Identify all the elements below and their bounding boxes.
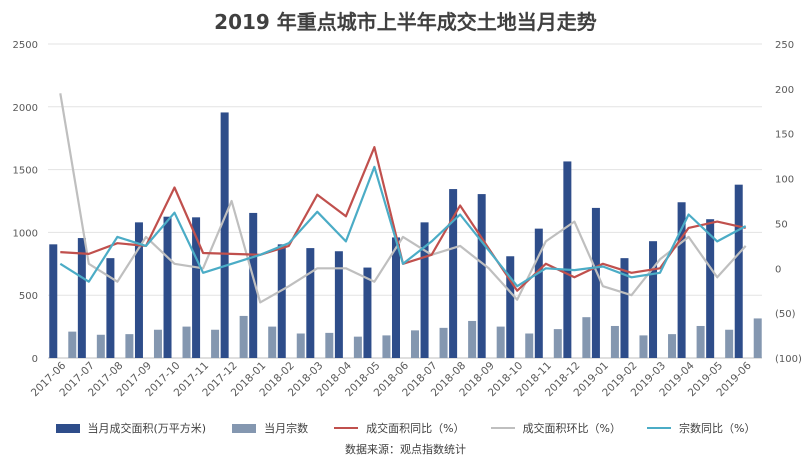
bar-area	[277, 244, 286, 358]
bar-count	[182, 326, 191, 358]
bar-area	[77, 238, 86, 358]
bar-area	[106, 258, 115, 358]
bar-count	[582, 317, 591, 358]
bar-area	[134, 222, 143, 358]
bar-count	[96, 334, 105, 358]
right-tick-label: 100	[775, 175, 794, 186]
bar-area	[49, 244, 58, 358]
legend-item-count-yoy: 宗数同比（%）	[647, 420, 755, 436]
right-axis-ticks: (100) (50) 0 50 100 150 200 250	[775, 40, 802, 365]
left-tick-label: 0	[32, 354, 38, 365]
legend-swatch-count	[232, 423, 257, 433]
legend-item-area-mom: 成交面积环比（%）	[490, 420, 622, 436]
bar-count	[68, 331, 77, 358]
line-area-yoy	[60, 146, 746, 292]
bar-count	[725, 329, 734, 358]
right-tick-label: (100)	[775, 354, 802, 365]
legend-label-area: 当月成交面积(万平方米)	[87, 422, 207, 435]
bar-count	[411, 330, 419, 358]
bar-area	[534, 228, 543, 358]
left-tick-label: 2000	[13, 103, 38, 114]
bar-count	[753, 318, 762, 358]
bar-area	[706, 219, 715, 358]
line-area-mom	[59, 93, 747, 304]
bar-count	[353, 336, 362, 358]
legend-label-area-yoy: 成交面积同比（%）	[366, 422, 465, 435]
bar-area	[363, 267, 372, 358]
right-tick-label: 50	[775, 219, 788, 230]
right-tick-label: 150	[775, 130, 794, 141]
bar-area	[620, 258, 629, 358]
bar-count	[639, 335, 648, 358]
legend-label-area-mom: 成交面积环比（%）	[522, 422, 622, 435]
bar-count	[696, 325, 705, 358]
bar-area	[734, 184, 743, 358]
bar-count	[439, 327, 448, 358]
legend-swatch-area-yoy	[334, 426, 359, 430]
bar-count	[496, 326, 505, 358]
legend-item-area: 当月成交面积(万平方米)	[55, 420, 207, 436]
legend: 当月成交面积(万平方米) 当月宗数 成交面积同比（%） 成交面积环比（%） 宗数…	[0, 418, 811, 438]
bar-series	[49, 112, 762, 359]
bar-count	[382, 335, 391, 358]
bar-area	[649, 241, 658, 358]
bar-count	[325, 332, 334, 358]
bar-count	[553, 329, 562, 358]
bar-area	[192, 217, 201, 358]
bar-count	[239, 315, 248, 358]
legend-swatch-area	[55, 423, 80, 433]
bar-area	[163, 216, 172, 358]
legend-label-count-yoy: 宗数同比（%）	[679, 422, 756, 435]
line-count-yoy	[59, 165, 747, 288]
legend-swatch-area-mom	[490, 426, 515, 430]
bar-area	[306, 248, 315, 358]
bar-count	[468, 320, 477, 358]
bar-area	[591, 207, 600, 358]
bar-area	[563, 161, 572, 358]
bar-area	[506, 256, 515, 358]
bar-count	[211, 329, 220, 358]
bar-area	[420, 222, 429, 358]
legend-item-area-yoy: 成交面积同比（%）	[334, 420, 465, 436]
left-tick-label: 2500	[13, 40, 38, 51]
bar-area	[249, 212, 258, 358]
bar-count	[125, 334, 134, 358]
right-tick-label: 250	[775, 40, 794, 51]
left-tick-label: 1000	[13, 228, 38, 239]
bar-area	[220, 112, 229, 359]
left-tick-label: 500	[19, 291, 38, 302]
legend-item-count: 当月宗数	[232, 420, 308, 436]
right-tick-label: (50)	[775, 309, 796, 320]
bar-area	[334, 251, 343, 358]
bar-count	[525, 333, 534, 358]
left-axis-ticks: 0 500 1000 1500 2000 2500	[13, 40, 38, 365]
bar-count	[610, 325, 619, 358]
right-tick-label: 200	[775, 85, 794, 96]
chart-title: 2019 年重点城市上半年成交土地当月走势	[214, 10, 597, 34]
bar-count	[153, 329, 162, 358]
right-tick-label: 0	[775, 264, 781, 275]
line-series	[59, 93, 747, 304]
left-tick-label: 1500	[13, 166, 38, 177]
bar-area	[449, 189, 458, 358]
bar-count	[268, 326, 277, 358]
data-source-note: 数据来源：观点指数统计	[345, 443, 466, 456]
bar-count	[296, 333, 305, 358]
bar-area	[477, 194, 486, 358]
bar-area	[392, 237, 400, 358]
bar-count	[668, 334, 677, 358]
legend-label-count: 当月宗数	[264, 422, 309, 435]
legend-swatch-count-yoy	[647, 426, 672, 430]
x-axis-ticks: 2017-062017-072017-082017-092017-102017-…	[29, 359, 754, 399]
bar-area	[677, 202, 686, 358]
